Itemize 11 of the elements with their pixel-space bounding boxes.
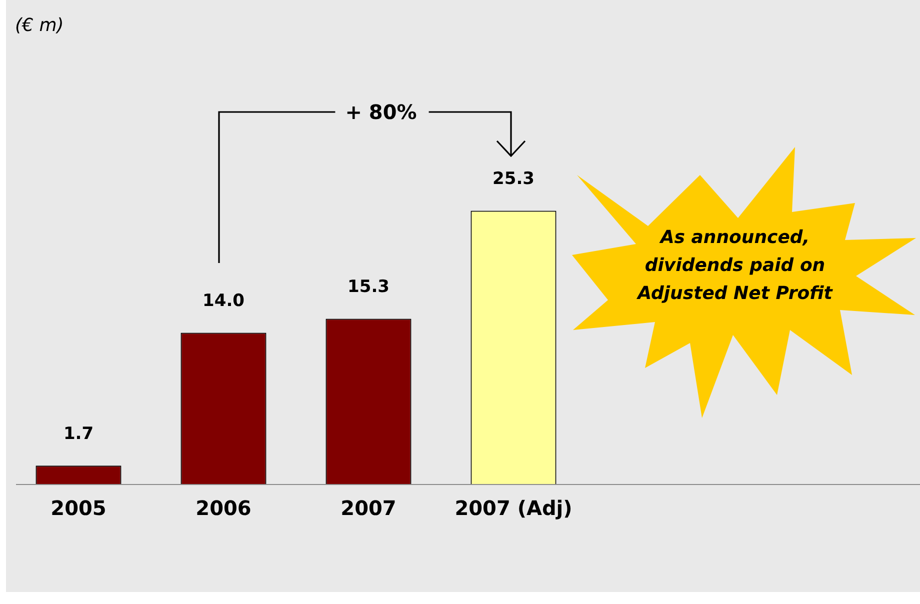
text: As announced, dividends paid on Adjusted Net Profit [636, 226, 834, 306]
data-label: 14.0 [202, 291, 245, 312]
x-tick-label: 2005 [50, 496, 106, 520]
x-tick-label: 2006 [196, 496, 252, 520]
x-tick-label: 2007 (Adj) [454, 496, 572, 520]
text: + 80% [345, 100, 417, 124]
text: (€ m) [15, 15, 64, 36]
data-label: 1.7 [63, 424, 94, 444]
data-label: 15.3 [348, 277, 390, 298]
data-label: 25.3 [492, 169, 534, 190]
x-tick-label: 2007 [340, 496, 396, 520]
